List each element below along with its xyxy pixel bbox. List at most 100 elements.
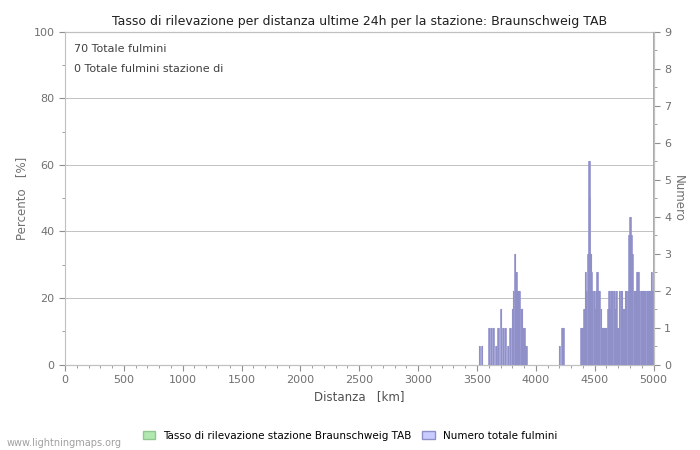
Bar [598, 291, 600, 364]
Bar [606, 328, 607, 364]
Bar [653, 32, 654, 365]
Y-axis label: Numero: Numero [672, 175, 685, 222]
Bar [612, 291, 613, 364]
Bar [619, 291, 620, 364]
Bar [498, 328, 499, 364]
Text: 70 Totale fulmini: 70 Totale fulmini [74, 44, 167, 54]
Bar [500, 309, 501, 365]
Bar [517, 291, 519, 364]
Bar [561, 328, 563, 364]
Bar [634, 291, 636, 364]
Bar [519, 291, 520, 364]
Bar [513, 291, 514, 364]
Bar [622, 309, 624, 365]
Bar [559, 346, 560, 364]
Bar [621, 291, 622, 364]
Bar [493, 328, 494, 364]
Bar [594, 309, 596, 365]
Bar [624, 291, 626, 364]
Bar [479, 346, 480, 364]
Bar [629, 217, 631, 364]
Bar [481, 346, 482, 364]
Bar [587, 272, 589, 364]
Bar [524, 346, 526, 364]
Bar [584, 272, 586, 364]
Bar [607, 309, 608, 365]
Bar [589, 254, 591, 364]
Bar [596, 272, 598, 364]
Bar [626, 291, 627, 364]
Bar [580, 328, 581, 364]
Bar [605, 328, 606, 364]
Bar [631, 254, 633, 364]
Bar [633, 291, 634, 364]
Bar [596, 291, 597, 364]
Text: www.lightningmaps.org: www.lightningmaps.org [7, 438, 122, 448]
Bar [650, 272, 652, 364]
Bar [638, 291, 640, 364]
Bar [509, 328, 511, 364]
Bar [526, 346, 527, 364]
Bar [515, 272, 517, 364]
Bar [601, 328, 603, 364]
Y-axis label: Percento   [%]: Percento [%] [15, 157, 28, 240]
Bar [590, 254, 592, 364]
Bar [521, 309, 522, 365]
Bar [609, 309, 610, 365]
Bar [636, 272, 638, 364]
Bar [505, 328, 506, 364]
Bar [635, 291, 636, 364]
Bar [627, 291, 629, 364]
Bar [645, 291, 646, 364]
Bar [582, 328, 584, 364]
Bar [617, 328, 618, 364]
Bar [603, 328, 605, 364]
Bar [620, 291, 622, 364]
Bar [614, 309, 615, 365]
Bar [608, 291, 610, 364]
Bar [593, 291, 594, 364]
Bar [638, 272, 639, 364]
Bar [652, 291, 653, 364]
Bar [491, 328, 492, 364]
Text: 0 Totale fulmini stazione di: 0 Totale fulmini stazione di [74, 63, 223, 73]
Bar [612, 291, 615, 364]
Bar [602, 328, 603, 364]
Bar [512, 309, 513, 365]
Bar [646, 291, 648, 364]
X-axis label: Distanza   [km]: Distanza [km] [314, 391, 405, 404]
Bar [600, 309, 601, 365]
Bar [624, 309, 625, 365]
Bar [628, 235, 629, 364]
Bar [598, 291, 599, 364]
Bar [643, 291, 644, 364]
Bar [522, 328, 524, 364]
Legend: Tasso di rilevazione stazione Braunschweig TAB, Numero totale fulmini: Tasso di rilevazione stazione Braunschwe… [139, 427, 561, 445]
Bar [586, 291, 587, 364]
Bar [517, 291, 518, 364]
Bar [617, 328, 619, 364]
Bar [562, 328, 564, 364]
Bar [502, 328, 503, 364]
Bar [640, 291, 641, 364]
Title: Tasso di rilevazione per distanza ultime 24h per la stazione: Braunschweig TAB: Tasso di rilevazione per distanza ultime… [112, 15, 607, 28]
Bar [615, 291, 617, 364]
Bar [641, 291, 643, 364]
Bar [488, 328, 489, 364]
Bar [587, 254, 589, 364]
Bar [588, 161, 589, 364]
Bar [610, 291, 612, 364]
Bar [648, 291, 650, 364]
Bar [520, 309, 522, 365]
Bar [591, 272, 592, 364]
Bar [592, 291, 593, 364]
Bar [581, 328, 582, 364]
Bar [507, 346, 508, 364]
Bar [647, 291, 648, 364]
Bar [643, 291, 645, 364]
Bar [631, 235, 632, 364]
Bar [524, 328, 525, 364]
Bar [595, 291, 596, 364]
Bar [514, 254, 515, 364]
Bar [589, 198, 590, 364]
